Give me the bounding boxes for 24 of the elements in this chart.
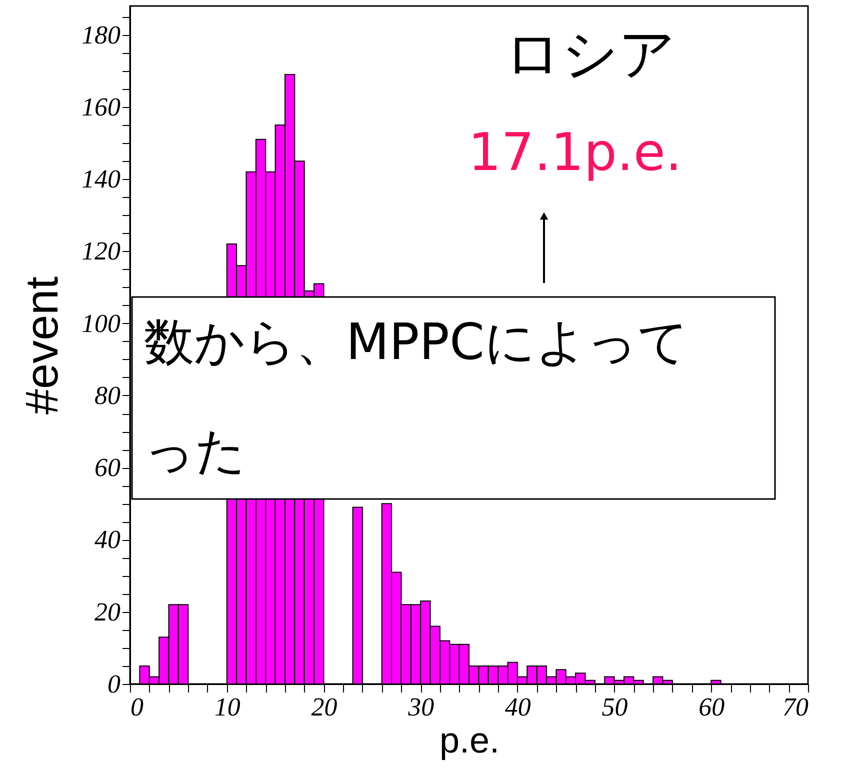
y-tick-label: 120 (82, 236, 120, 266)
y-axis-title: #event (16, 276, 68, 415)
y-tick-label: 20 (94, 597, 120, 626)
y-tick-label: 140 (82, 164, 120, 194)
y-tick-label: 80 (94, 380, 120, 410)
y-tick-label: 180 (82, 20, 120, 50)
y-tick-label: 100 (82, 308, 120, 338)
x-tick-label: 10 (214, 692, 240, 722)
x-tick-label: 60 (698, 692, 725, 722)
x-tick-label: 0 (130, 692, 144, 722)
annotation: 数から、MPPCによって (144, 313, 688, 371)
x-tick-label: 20 (311, 692, 338, 722)
x-tick-label: 30 (407, 692, 434, 722)
y-tick-label: 60 (94, 453, 120, 482)
x-axis-title: p.e. (439, 720, 500, 760)
annotation: 17.1p.e. (468, 123, 682, 183)
y-tick-label: 0 (108, 670, 120, 698)
y-tick-label: 160 (82, 92, 120, 122)
x-tick-label: 40 (504, 692, 531, 722)
annotation: った (144, 422, 246, 480)
y-tick-label: 40 (94, 525, 120, 554)
x-tick-label: 70 (782, 692, 808, 722)
annotation: ロシア (504, 22, 676, 87)
x-tick-label: 50 (602, 692, 628, 722)
